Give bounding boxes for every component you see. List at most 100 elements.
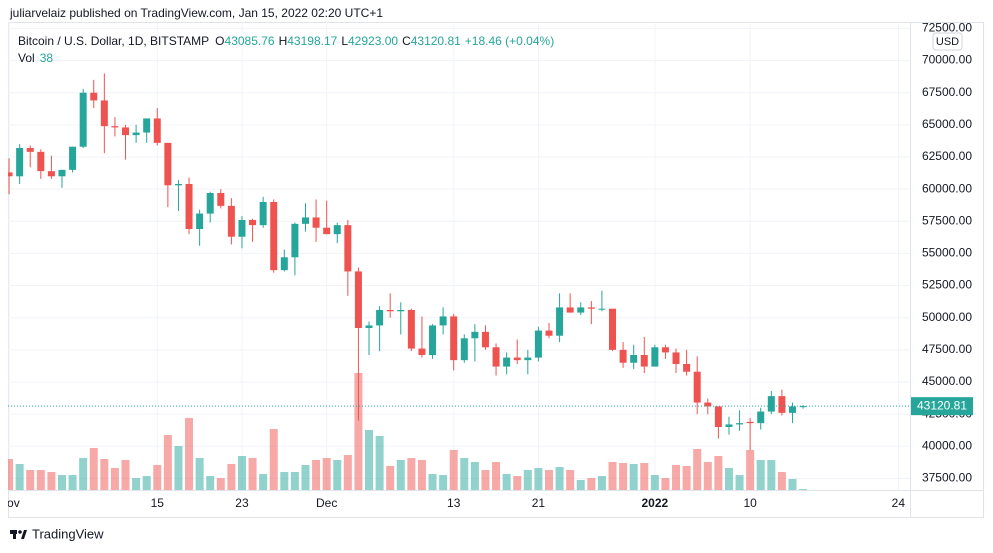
ohlc-label: O (215, 34, 224, 48)
currency-label: USD (936, 36, 959, 48)
candle-body (90, 92, 98, 101)
candle-body (788, 406, 796, 413)
volume-bar (597, 476, 606, 490)
candle-body (450, 316, 458, 361)
volume-bar (312, 460, 321, 490)
currency-badge[interactable] (932, 32, 963, 51)
candle-body (344, 225, 352, 272)
candle-body (513, 357, 521, 361)
volume-bar (89, 448, 98, 490)
volume-bar (8, 459, 14, 490)
volume-bar (26, 470, 35, 490)
candle-body (100, 100, 108, 127)
price-badge (911, 397, 973, 416)
x-tick-label: 21 (532, 496, 546, 510)
volume-bar (269, 429, 278, 490)
volume-bar (248, 458, 257, 490)
volume-value: 38 (40, 51, 54, 65)
candle-body (736, 423, 744, 425)
volume-bar (396, 460, 405, 490)
candle-body (439, 316, 447, 326)
x-tick-label: 24 (892, 496, 906, 510)
volume-bar (47, 472, 56, 490)
volume-bar (417, 460, 426, 490)
volume-bar (544, 470, 553, 490)
candle-body (534, 330, 542, 358)
candle-body (69, 146, 77, 170)
volume-bar (735, 475, 744, 490)
volume-bar (650, 475, 659, 490)
volume-bar (703, 462, 712, 490)
volume-bar (619, 463, 628, 490)
volume-bar (714, 456, 723, 490)
candle-body (354, 271, 362, 328)
volume-bar (185, 418, 194, 490)
candle-body (16, 148, 24, 177)
volume-bar (661, 478, 670, 490)
logo-part (13, 530, 16, 539)
volume-bar (227, 464, 236, 490)
candle-body (746, 421, 754, 424)
ohlc-value: 43198.17 (287, 34, 337, 48)
candle-body (651, 347, 659, 367)
volume-bar (523, 470, 532, 490)
ohlc-value: 43120.81 (411, 34, 461, 48)
candle-body (386, 310, 394, 312)
volume-bar (206, 476, 215, 490)
candle-body (619, 349, 627, 363)
ohlc-label: H (279, 34, 288, 48)
candle-body (111, 126, 119, 128)
candle-body (429, 325, 437, 355)
volume-bar (36, 470, 45, 490)
candle-body (407, 310, 415, 349)
volume-bar (576, 480, 585, 490)
logo-part (18, 530, 22, 534)
volume-bar (682, 466, 691, 490)
candle-body (376, 310, 384, 326)
change-value: +18.46 (+0.04%) (465, 34, 554, 48)
candle-body (672, 352, 680, 364)
candle-body (174, 184, 182, 186)
candle-body (587, 307, 595, 309)
volume-pane (8, 373, 808, 490)
volume-bar (449, 450, 458, 490)
volume-bar (195, 458, 204, 490)
y-tick-label: 47500.00 (922, 342, 972, 356)
ohlc-value: 43085.76 (225, 34, 275, 48)
y-tick-label: 70000.00 (922, 53, 972, 67)
volume-bar (788, 479, 797, 490)
volume-bar (640, 463, 649, 490)
candle-body (217, 193, 225, 206)
candle-body (661, 347, 669, 353)
volume-bar (534, 468, 543, 490)
brand-logo: TradingView (10, 526, 104, 541)
candle-body (323, 227, 331, 235)
ohlc-label: L (341, 34, 348, 48)
candle-body (37, 151, 45, 172)
volume-bar (100, 459, 109, 490)
candle-body (492, 347, 500, 367)
y-tick-label: 55000.00 (922, 246, 972, 260)
volume-bar (57, 475, 66, 490)
candle-body (270, 202, 278, 271)
volume-bar (672, 465, 681, 490)
symbol-title: Bitcoin / U.S. Dollar, 1D, BITSTAMP (18, 34, 209, 48)
volume-bar (746, 450, 755, 490)
x-tick-label: 2022 (642, 496, 669, 510)
candle-body (704, 402, 712, 407)
candle-body (291, 223, 299, 258)
volume-bar (322, 458, 331, 490)
volume-bar (756, 460, 765, 490)
volume-bar (121, 460, 130, 490)
time-axis: Nov 15 23 Dec 13 21 2022 10 24 (8, 496, 906, 510)
candle-body (312, 217, 320, 228)
volume-bar (777, 472, 786, 490)
candle-body (122, 127, 130, 136)
volume-bar (142, 476, 151, 490)
price-badge-label: 43120.81 (917, 398, 967, 412)
candle-body (503, 357, 511, 367)
x-tick-label: 10 (743, 496, 757, 510)
volume-bar (492, 462, 501, 490)
y-tick-label: 52500.00 (922, 278, 972, 292)
